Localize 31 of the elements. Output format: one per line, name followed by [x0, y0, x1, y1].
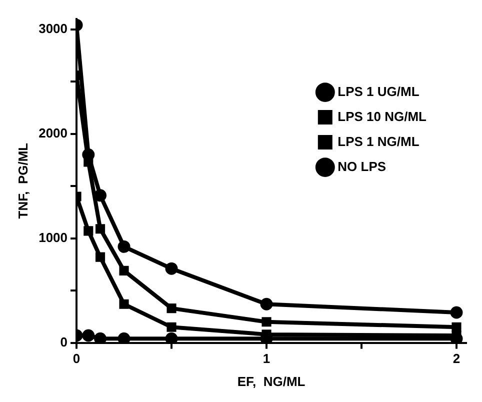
point — [165, 332, 178, 343]
point — [450, 306, 463, 319]
y-tick-label: 1000 — [38, 230, 68, 245]
point — [260, 298, 273, 310]
point — [82, 329, 95, 342]
point — [118, 240, 130, 253]
y-tick-label: 0 — [60, 334, 68, 350]
point — [95, 224, 106, 234]
legend-label: LPS 10 NG/ML — [338, 108, 427, 124]
legend-label: LPS 1 NG/ML — [338, 134, 420, 149]
x-tick-label: 2 — [452, 351, 460, 366]
legend-label: NO LPS — [338, 158, 386, 174]
y-axis-title: TNF, PG/ML — [15, 142, 30, 219]
point — [84, 226, 94, 236]
x-tick-label: 0 — [72, 351, 80, 366]
point — [166, 304, 176, 314]
point — [94, 332, 107, 343]
y-tick-label: 3000 — [38, 20, 68, 36]
point — [166, 322, 176, 332]
x-axis-title: EF, NG/ML — [237, 374, 306, 389]
point — [452, 322, 462, 332]
point — [165, 262, 178, 275]
x-tick-label: 1 — [262, 351, 270, 366]
y-tick-label: 2000 — [38, 125, 68, 140]
point — [119, 299, 129, 309]
point — [95, 252, 106, 262]
point — [119, 266, 129, 276]
point — [262, 317, 272, 327]
legend-label: LPS 1 UG/ML — [338, 84, 420, 99]
point — [94, 189, 107, 202]
point — [118, 332, 130, 343]
